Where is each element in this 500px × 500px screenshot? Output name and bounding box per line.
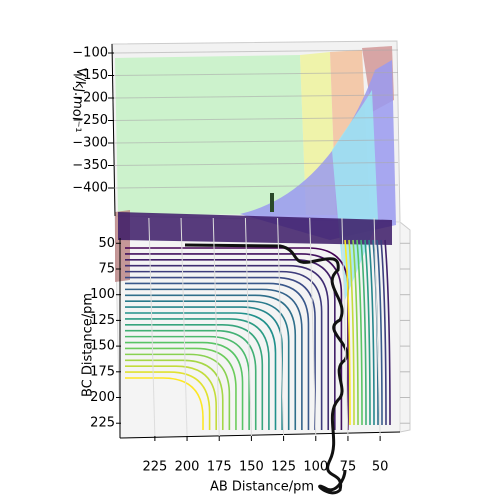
- x-axis-label: AB Distance/pm: [210, 480, 314, 495]
- contour-line: [125, 324, 264, 430]
- x-tick-label: 200: [175, 460, 200, 475]
- grid-line: [113, 139, 399, 144]
- contour-line: [125, 335, 250, 430]
- x-tick-label: 125: [271, 460, 296, 475]
- contour-line: [376, 239, 383, 426]
- x-tick-label: 225: [142, 460, 167, 475]
- contour-line: [125, 365, 217, 430]
- grid-line: [277, 217, 285, 437]
- contour-line: [384, 239, 391, 426]
- z-tick-label: −200: [72, 91, 108, 106]
- contour-line: [125, 253, 343, 430]
- z-axis-label: V/kJ.mol⁻¹: [68, 67, 89, 133]
- grid-line: [113, 72, 399, 76]
- grid-line: [113, 94, 399, 99]
- contour-line: [125, 288, 303, 430]
- grid-line: [113, 162, 399, 166]
- contours: [125, 239, 391, 430]
- y-tick-label: 100: [90, 287, 115, 302]
- y-tick-label: 150: [90, 339, 115, 354]
- contour-line: [125, 347, 237, 430]
- grid-line: [341, 217, 349, 437]
- z-tick-label: −400: [72, 181, 108, 196]
- contour-line: [380, 239, 387, 426]
- contour-line: [360, 239, 367, 426]
- y-tick-label: 200: [90, 390, 115, 405]
- surface-green: [115, 55, 306, 215]
- contour-line: [352, 239, 359, 426]
- x-axis-line: [119, 431, 401, 439]
- grid-line: [212, 217, 220, 437]
- z-tick-label: −300: [72, 136, 108, 151]
- x-tick-label: 50: [372, 460, 389, 475]
- contour-line: [125, 341, 244, 430]
- z-tick-label: −150: [72, 68, 108, 83]
- contour-line: [125, 294, 297, 430]
- contour-line: [125, 276, 316, 430]
- contour-line: [125, 306, 283, 430]
- y-tick-label: 225: [90, 416, 115, 431]
- grid-line: [180, 217, 188, 437]
- y-tick-label: 50: [98, 236, 115, 251]
- grid-line: [148, 217, 156, 437]
- contour-line: [125, 300, 290, 430]
- contour-line: [348, 239, 355, 426]
- trajectory: [184, 243, 349, 495]
- contour-band: [118, 212, 392, 245]
- z-tick-label: −100: [72, 46, 108, 61]
- contour-line: [125, 312, 277, 430]
- contour-line: [125, 282, 310, 430]
- surface-cyan: [332, 90, 378, 300]
- grid-line: [373, 217, 381, 437]
- grid-line: [113, 117, 399, 121]
- contour-line: [125, 377, 204, 430]
- y-tick-label: 75: [98, 261, 115, 276]
- grid-line: [113, 184, 399, 189]
- contour-line: [125, 318, 270, 430]
- contour-line: [125, 371, 211, 430]
- contour-line: [356, 239, 363, 426]
- contour-line: [364, 239, 371, 426]
- contour-line: [368, 239, 375, 426]
- contour-line: [344, 239, 351, 426]
- side-pane: [399, 220, 411, 433]
- x-tick-label: 75: [340, 460, 357, 475]
- z-axis-line: [111, 43, 116, 217]
- contour-line: [125, 329, 257, 430]
- y-tick-label: 125: [90, 313, 115, 328]
- z-tick-label: −350: [72, 158, 108, 173]
- grid-line: [113, 49, 399, 54]
- y-axis-label: BC Distance/pm: [81, 293, 96, 397]
- grid-line: [309, 217, 317, 437]
- y-tick-label: 175: [90, 364, 115, 379]
- contour-line: [125, 359, 224, 430]
- contour-line: [125, 264, 330, 430]
- z-tick-label: −250: [72, 113, 108, 128]
- x-tick-label: 100: [303, 460, 328, 475]
- x-tick-label: 175: [207, 460, 232, 475]
- contour-line: [125, 353, 231, 430]
- grid-line: [244, 217, 252, 437]
- x-tick-label: 150: [239, 460, 264, 475]
